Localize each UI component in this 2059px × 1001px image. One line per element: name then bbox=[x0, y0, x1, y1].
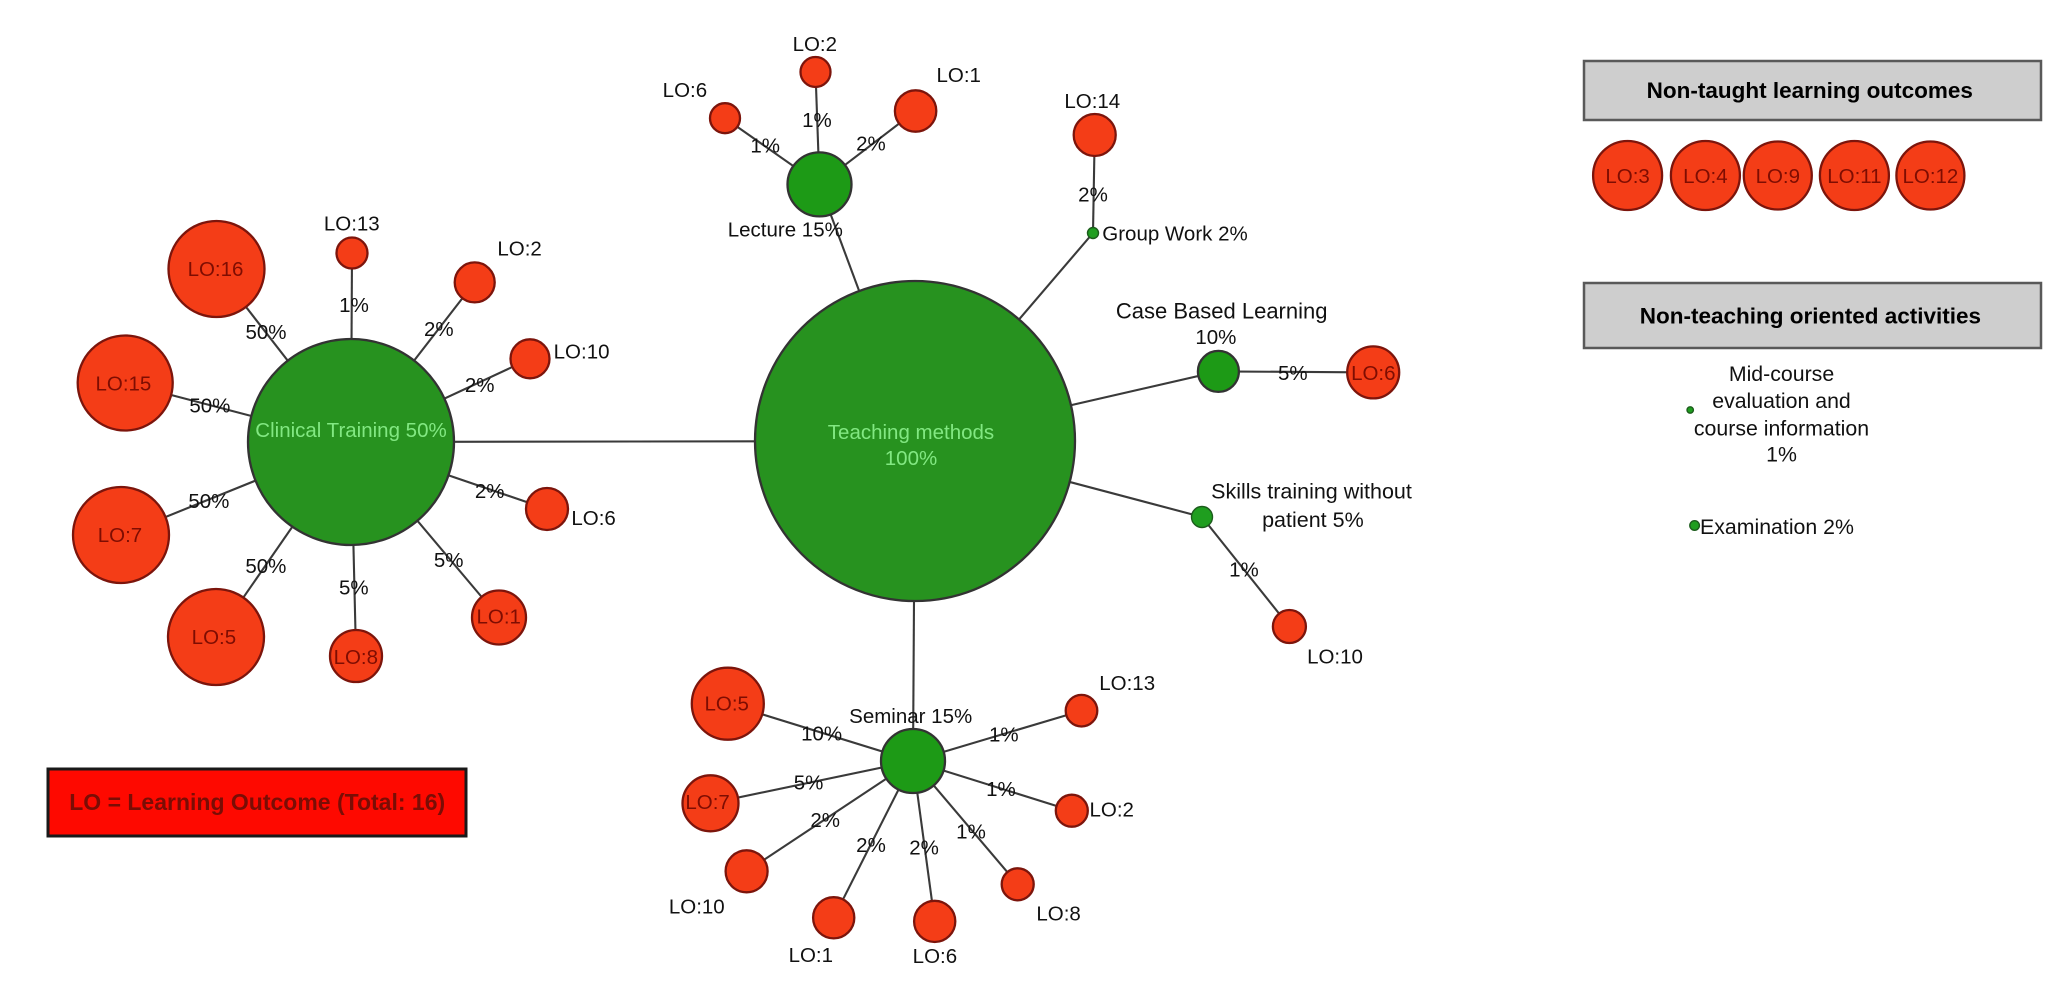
svg-text:LO:14: LO:14 bbox=[1064, 90, 1120, 113]
svg-text:LO:6: LO:6 bbox=[663, 79, 707, 102]
svg-text:1%: 1% bbox=[750, 135, 780, 158]
svg-text:50%: 50% bbox=[188, 490, 229, 513]
svg-text:evaluation and: evaluation and bbox=[1712, 389, 1851, 413]
svg-text:LO:13: LO:13 bbox=[1099, 672, 1155, 695]
svg-text:Seminar 15%: Seminar 15% bbox=[849, 705, 972, 728]
svg-text:LO = Learning Outcome (Total:: LO = Learning Outcome (Total: 16) bbox=[69, 789, 445, 815]
svg-text:LO:15: LO:15 bbox=[95, 373, 151, 396]
svg-text:2%: 2% bbox=[856, 834, 886, 857]
svg-text:100%: 100% bbox=[885, 447, 937, 470]
svg-text:2%: 2% bbox=[810, 809, 840, 832]
svg-text:Mid-course: Mid-course bbox=[1729, 362, 1834, 386]
svg-text:5%: 5% bbox=[434, 549, 464, 572]
svg-text:LO:1: LO:1 bbox=[789, 944, 833, 967]
svg-text:LO:2: LO:2 bbox=[793, 33, 837, 56]
svg-text:LO:2: LO:2 bbox=[1089, 799, 1133, 822]
svg-text:2%: 2% bbox=[1078, 183, 1108, 206]
svg-text:LO:10: LO:10 bbox=[554, 341, 610, 364]
svg-text:10%: 10% bbox=[801, 722, 842, 745]
svg-text:LO:1: LO:1 bbox=[476, 606, 520, 629]
svg-text:1%: 1% bbox=[989, 724, 1019, 747]
svg-text:2%: 2% bbox=[909, 837, 939, 860]
svg-text:50%: 50% bbox=[189, 394, 230, 417]
svg-text:10%: 10% bbox=[1195, 326, 1236, 349]
svg-text:LO:5: LO:5 bbox=[704, 693, 748, 716]
svg-text:Examination 2%: Examination 2% bbox=[1700, 515, 1854, 539]
svg-text:patient 5%: patient 5% bbox=[1262, 508, 1364, 532]
svg-text:LO:10: LO:10 bbox=[669, 895, 725, 918]
svg-text:LO:9: LO:9 bbox=[1756, 165, 1800, 188]
svg-text:LO:1: LO:1 bbox=[936, 64, 980, 87]
svg-text:50%: 50% bbox=[245, 555, 286, 578]
svg-text:1%: 1% bbox=[1229, 558, 1259, 581]
svg-text:50%: 50% bbox=[245, 321, 286, 344]
svg-text:LO:8: LO:8 bbox=[1036, 903, 1080, 926]
svg-text:course information: course information bbox=[1694, 416, 1869, 440]
svg-text:Case Based Learning: Case Based Learning bbox=[1116, 299, 1328, 324]
svg-text:Non-teaching oriented activiti: Non-teaching oriented activities bbox=[1640, 303, 1981, 328]
svg-text:1%: 1% bbox=[1766, 442, 1797, 466]
svg-text:LO:11: LO:11 bbox=[1827, 165, 1881, 188]
svg-text:1%: 1% bbox=[339, 294, 369, 317]
svg-text:LO:4: LO:4 bbox=[1683, 165, 1727, 188]
svg-text:LO:13: LO:13 bbox=[324, 213, 380, 236]
svg-text:5%: 5% bbox=[794, 772, 824, 795]
svg-text:LO:16: LO:16 bbox=[188, 258, 244, 281]
svg-text:LO:8: LO:8 bbox=[334, 646, 378, 669]
svg-text:Lecture 15%: Lecture 15% bbox=[728, 219, 843, 242]
svg-text:5%: 5% bbox=[1278, 362, 1308, 385]
svg-text:LO:6: LO:6 bbox=[1351, 362, 1395, 385]
svg-text:5%: 5% bbox=[339, 576, 369, 599]
svg-text:LO:5: LO:5 bbox=[192, 626, 236, 649]
svg-text:Skills training without: Skills training without bbox=[1211, 480, 1412, 504]
svg-text:Teaching methods: Teaching methods bbox=[828, 421, 994, 444]
svg-text:Non-taught learning outcomes: Non-taught learning outcomes bbox=[1647, 78, 1973, 103]
svg-text:2%: 2% bbox=[475, 480, 505, 503]
svg-text:2%: 2% bbox=[424, 318, 454, 341]
svg-text:LO:2: LO:2 bbox=[497, 238, 541, 261]
svg-text:1%: 1% bbox=[986, 778, 1016, 801]
svg-text:LO:6: LO:6 bbox=[913, 945, 957, 968]
svg-text:1%: 1% bbox=[802, 109, 832, 132]
svg-text:LO:3: LO:3 bbox=[1605, 165, 1649, 188]
svg-text:LO:10: LO:10 bbox=[1307, 645, 1363, 668]
svg-text:LO:6: LO:6 bbox=[571, 507, 615, 530]
svg-text:LO:12: LO:12 bbox=[1902, 165, 1958, 188]
svg-text:2%: 2% bbox=[856, 133, 886, 156]
svg-text:LO:7: LO:7 bbox=[685, 791, 729, 814]
svg-text:2%: 2% bbox=[465, 374, 495, 397]
svg-text:1%: 1% bbox=[956, 820, 986, 843]
svg-text:LO:7: LO:7 bbox=[98, 524, 142, 547]
svg-text:Group Work 2%: Group Work 2% bbox=[1102, 223, 1247, 246]
svg-text:Clinical Training 50%: Clinical Training 50% bbox=[255, 419, 446, 442]
